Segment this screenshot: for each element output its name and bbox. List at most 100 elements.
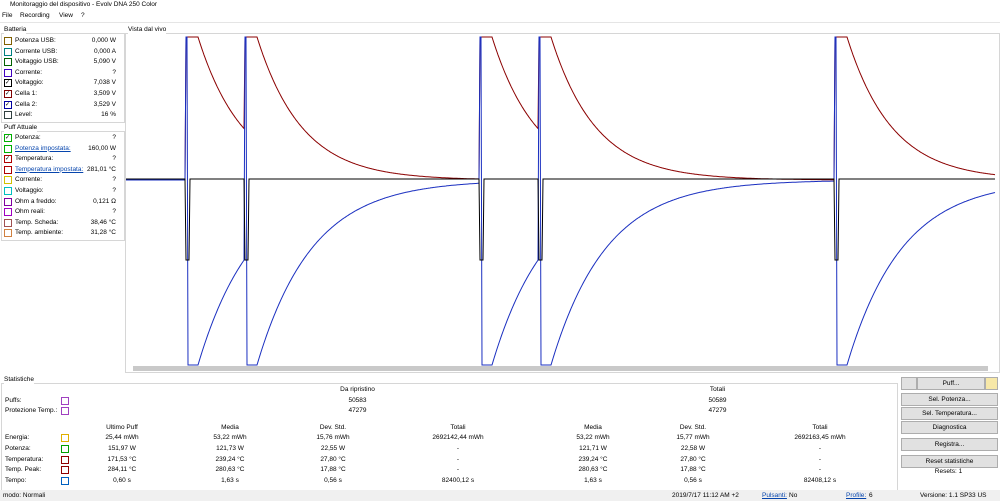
stat-value: - (456, 455, 460, 463)
menu-item[interactable]: ? (81, 12, 85, 19)
field-value: 3,529 V (93, 100, 116, 108)
status-link[interactable]: Pulsanti: (762, 492, 787, 499)
field-value: 7,038 V (93, 79, 116, 87)
row-label: Temp. Peak: (5, 466, 42, 474)
group-title: Statistiche (4, 375, 34, 385)
color-swatch[interactable]: ✓ (4, 90, 12, 98)
field-label: Temp. ambiente: (15, 229, 64, 237)
field-value: 0,121 Ω (93, 197, 116, 205)
lock-icon[interactable] (985, 377, 998, 390)
stat-value: 280,63 °C (215, 466, 245, 474)
stat-value: 121,73 W (216, 444, 244, 452)
stat-value: - (818, 455, 822, 463)
status-link[interactable]: Profile: (846, 492, 867, 499)
row-label: Temperatura: (5, 455, 44, 463)
field-value: 5,090 V (93, 58, 116, 66)
color-swatch[interactable] (4, 208, 12, 217)
color-swatch[interactable] (4, 68, 12, 77)
color-swatch[interactable] (4, 218, 12, 227)
stat-value: 82400,12 s (441, 477, 475, 485)
stat-value: 17,88 °C (680, 466, 706, 474)
stat-value: 15,76 mWh (316, 434, 350, 441)
stat-value: 27,80 °C (320, 455, 346, 463)
color-swatch[interactable]: ✓ (4, 79, 12, 88)
color-swatch[interactable] (4, 197, 12, 206)
field-label: Voltaggio USB: (15, 58, 59, 66)
color-swatch[interactable] (4, 165, 12, 174)
field-value: ? (112, 155, 116, 163)
field-label: Temperatura: (15, 155, 54, 163)
color-swatch[interactable] (61, 407, 69, 415)
chart-box (125, 33, 1000, 373)
color-swatch[interactable] (4, 176, 12, 185)
stat-value: 280,63 °C (578, 466, 608, 474)
color-swatch[interactable] (4, 187, 12, 195)
field-value: 281,01 °C (87, 165, 116, 173)
stat-value: 82408,12 s (803, 477, 837, 485)
column-header: Media (221, 424, 239, 431)
column-header: Dev. Std. (319, 424, 347, 431)
color-swatch[interactable] (61, 397, 69, 405)
color-swatch[interactable]: ✓ (4, 134, 12, 142)
color-swatch[interactable] (4, 229, 12, 238)
group-box (1, 33, 125, 123)
color-swatch[interactable] (61, 444, 69, 453)
menu-item[interactable]: View (59, 12, 73, 19)
color-swatch[interactable]: ✓ (4, 155, 12, 164)
field-value: 0,000 A (93, 47, 116, 55)
status-text: No (789, 492, 798, 499)
stat-value: 239,24 °C (578, 455, 608, 463)
button[interactable]: Reset statistiche (901, 455, 998, 468)
stat-value: 0,56 s (684, 477, 702, 485)
counter-value: 47279 (708, 407, 727, 414)
color-swatch[interactable] (4, 58, 12, 67)
color-swatch[interactable]: ✓ (4, 100, 12, 109)
button[interactable]: Puff... (917, 377, 985, 390)
field-value: ? (112, 68, 116, 76)
color-swatch[interactable] (61, 455, 69, 464)
blue-trace (126, 36, 996, 366)
menu-border (0, 22, 1000, 23)
field-label: Ohm reali: (15, 208, 45, 216)
color-swatch[interactable] (4, 144, 12, 153)
button[interactable]: Sel. Temperatura... (901, 407, 998, 420)
stat-value: 284,11 °C (107, 466, 137, 474)
scrollbar[interactable] (133, 366, 988, 371)
color-swatch[interactable] (4, 111, 12, 120)
column-header: Da ripristino (340, 386, 375, 393)
color-swatch[interactable] (61, 466, 69, 475)
column-header: Totali (709, 386, 726, 393)
resets-label: Resets: 1 (934, 468, 963, 475)
stat-value: 22,55 W (320, 444, 346, 452)
counter-label: Puffs: (5, 397, 22, 404)
stat-value: 53,22 mWh (213, 434, 247, 441)
field-value: 160,00 W (88, 144, 116, 152)
field-value: 16 % (101, 111, 116, 119)
stat-value: 53,22 mWh (576, 434, 610, 441)
field-link[interactable]: Potenza impostata: (15, 144, 71, 152)
color-swatch[interactable] (4, 47, 12, 56)
field-value: 38,46 °C (90, 218, 116, 226)
button[interactable]: Registra... (901, 438, 998, 451)
color-swatch[interactable] (4, 37, 12, 45)
button[interactable]: Diagnostica (901, 421, 998, 434)
menu-item[interactable]: File (2, 12, 13, 19)
icon-button[interactable] (901, 377, 917, 390)
color-swatch[interactable] (61, 434, 69, 442)
status-text: 2019/7/17 11:12 AM +2 (672, 492, 739, 499)
menu-item[interactable]: Recording (20, 12, 50, 19)
stat-value: 0,60 s (113, 477, 131, 485)
row-label: Potenza: (5, 444, 31, 452)
field-value: 3,509 V (93, 90, 116, 97)
stat-value: 121,71 W (579, 444, 607, 452)
button[interactable]: Sel. Potenza... (901, 393, 998, 406)
status-bar (0, 490, 1000, 501)
field-label: Cella 1: (15, 90, 38, 97)
field-link[interactable]: Temperatura impostata: (15, 165, 84, 173)
field-value: ? (112, 208, 116, 216)
field-value: ? (112, 176, 116, 184)
field-value: ? (112, 134, 116, 141)
color-swatch[interactable] (61, 477, 69, 486)
counter-label: Protezione Temp.: (5, 407, 58, 414)
